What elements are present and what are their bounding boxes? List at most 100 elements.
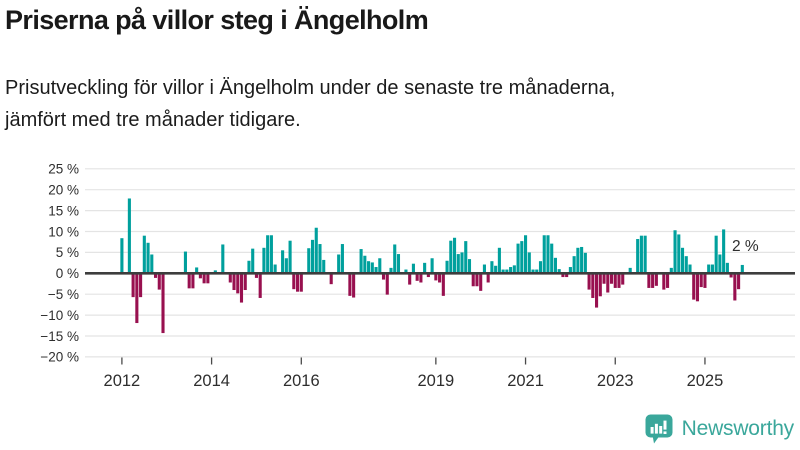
- bar: [273, 264, 277, 274]
- bar: [520, 241, 524, 274]
- bar: [531, 269, 535, 274]
- bar: [359, 249, 363, 274]
- bar: [703, 273, 707, 288]
- bar: [613, 273, 617, 288]
- bar: [475, 273, 479, 287]
- bar: [419, 273, 423, 283]
- bar: [729, 273, 733, 278]
- y-tick-label: −10 %: [40, 308, 79, 323]
- bar: [292, 273, 296, 290]
- bar: [441, 273, 445, 296]
- bar: [647, 273, 651, 288]
- bar: [202, 273, 206, 284]
- bar: [680, 247, 685, 274]
- bar: [348, 273, 352, 296]
- bar: [150, 254, 154, 274]
- bar: [561, 273, 565, 278]
- bar: [568, 267, 572, 274]
- bar: [494, 265, 498, 274]
- bar: [269, 235, 273, 274]
- bar: [434, 273, 438, 281]
- bar: [378, 258, 382, 274]
- bar: [408, 273, 412, 285]
- x-axis: 2012 2014 2016 2019 2021 2023 2025: [104, 357, 723, 390]
- bar: [363, 255, 367, 274]
- bar: [445, 260, 449, 274]
- bar: [131, 273, 135, 298]
- bar: [639, 235, 643, 274]
- bar: [710, 264, 714, 274]
- latest-value-label: 2 %: [732, 238, 759, 255]
- bar: [527, 252, 531, 274]
- bar: [467, 259, 472, 274]
- bar: [206, 273, 210, 284]
- bar: [479, 273, 483, 291]
- bar: [695, 273, 700, 302]
- bar: [404, 269, 408, 274]
- bar: [157, 273, 161, 290]
- bars: [120, 198, 744, 334]
- bar: [636, 239, 640, 274]
- x-tick-label: 2012: [104, 372, 141, 390]
- bar: [239, 273, 244, 303]
- bar: [669, 267, 673, 274]
- bar: [501, 269, 505, 274]
- bar: [340, 244, 344, 274]
- newsworthy-logo: Newsworthy: [644, 413, 794, 445]
- bar: [524, 235, 528, 274]
- bar: [505, 269, 509, 274]
- y-tick-label: 15 %: [48, 203, 79, 218]
- bar: [307, 248, 311, 274]
- bar: [464, 241, 468, 274]
- bar: [195, 267, 199, 274]
- bar: [389, 267, 393, 274]
- bar: [318, 244, 322, 274]
- y-tick-label: −5 %: [48, 287, 79, 302]
- bar: [258, 273, 262, 298]
- bar: [153, 273, 158, 278]
- latest-value-annotation: 2 %: [732, 238, 759, 255]
- bar: [725, 262, 729, 274]
- bar: [490, 261, 494, 274]
- x-tick-label: 2016: [283, 372, 320, 390]
- bar: [310, 239, 315, 274]
- bar: [598, 273, 602, 297]
- bar: [329, 273, 333, 285]
- bar: [684, 256, 688, 274]
- bar: [565, 273, 569, 278]
- bar: [677, 234, 681, 274]
- x-tick-label: 2014: [193, 372, 230, 390]
- bar: [486, 273, 490, 283]
- bar: [509, 267, 513, 274]
- bar: [707, 264, 711, 274]
- y-tick-label: 0 %: [56, 266, 79, 281]
- bar: [737, 273, 741, 290]
- y-tick-label: −15 %: [40, 329, 79, 344]
- bar: [139, 273, 143, 298]
- bar: [385, 273, 389, 295]
- bar: [557, 269, 561, 274]
- bar: [381, 273, 386, 280]
- bar: [609, 273, 614, 284]
- bar: [284, 258, 288, 274]
- x-tick-label: 2019: [417, 372, 454, 390]
- bar: [576, 247, 580, 274]
- bar: [228, 273, 232, 283]
- bar: [471, 273, 475, 287]
- bar: [662, 273, 666, 290]
- bar: [213, 270, 217, 274]
- x-tick-label: 2021: [507, 372, 544, 390]
- bar: [591, 273, 595, 298]
- bar: [651, 273, 655, 288]
- bar: [411, 263, 415, 274]
- bar: [692, 273, 696, 300]
- subtitle-line-1: Prisutveckling för villor i Ängelholm un…: [5, 77, 616, 99]
- newsworthy-logo-icon: [645, 414, 673, 444]
- bar: [643, 235, 647, 274]
- y-axis-labels: 25 % 20 % 15 % 10 % 5 % 0 % −5 % −10 % −15 % −20 …: [40, 162, 79, 365]
- bar: [699, 273, 703, 288]
- bar: [550, 243, 554, 274]
- bar: [322, 259, 326, 274]
- brand-name: Newsworthy: [681, 417, 795, 440]
